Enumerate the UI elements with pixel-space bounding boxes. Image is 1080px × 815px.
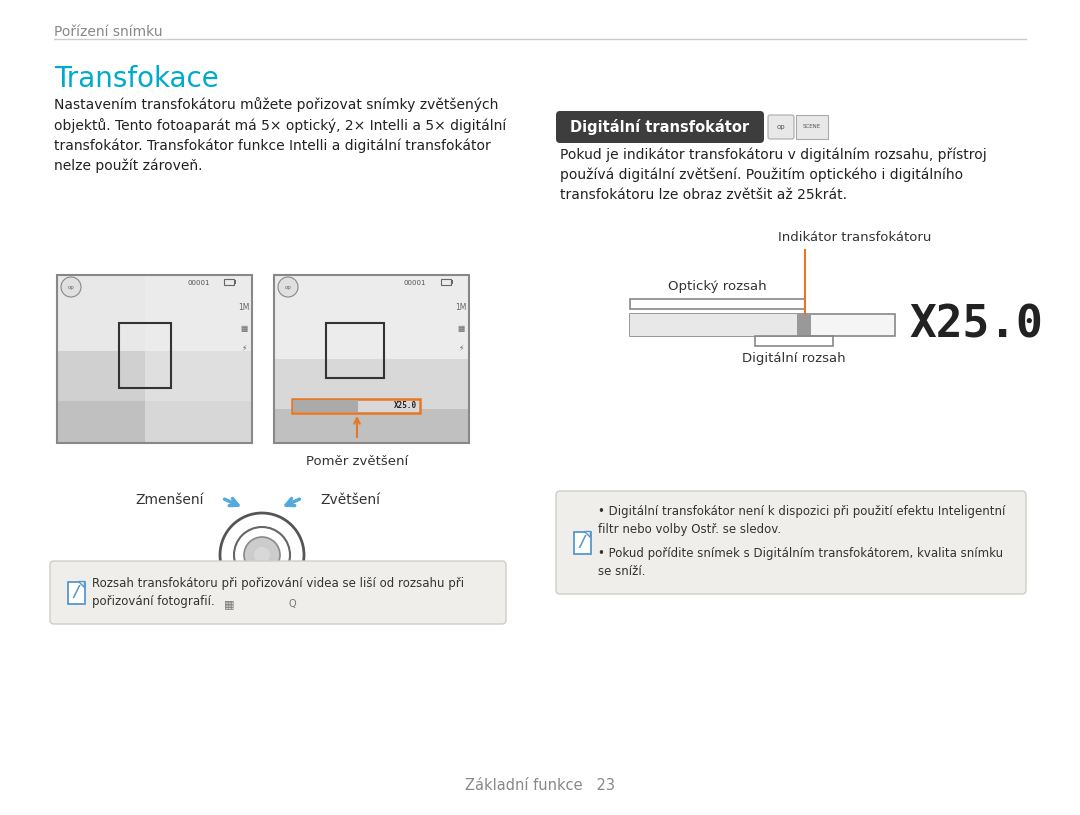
Text: ▦: ▦ xyxy=(457,324,464,333)
Bar xyxy=(234,280,237,284)
Bar xyxy=(451,280,453,284)
Bar xyxy=(145,275,252,443)
Text: SCENE: SCENE xyxy=(802,125,821,130)
Circle shape xyxy=(254,547,270,563)
Bar xyxy=(630,314,805,336)
Text: X25.0: X25.0 xyxy=(394,400,417,409)
Text: • Pokud pořídite snímek s Digitálním transfokátorem, kvalita snímku
se sníží.: • Pokud pořídite snímek s Digitálním tra… xyxy=(598,547,1003,578)
Text: Nastavením transfokátoru můžete pořizovat snímky zvětšených
objektů. Tento fotoa: Nastavením transfokátoru můžete pořizova… xyxy=(54,97,507,174)
Text: 00001: 00001 xyxy=(404,280,427,286)
FancyBboxPatch shape xyxy=(768,115,794,139)
Text: Pokud je indikátor transfokátoru v digitálním rozsahu, přístroj
používá digitáln: Pokud je indikátor transfokátoru v digit… xyxy=(561,147,987,202)
Bar xyxy=(630,314,895,336)
Text: Základní funkce   23: Základní funkce 23 xyxy=(465,778,615,793)
Bar xyxy=(274,409,469,443)
Bar xyxy=(630,299,805,309)
FancyBboxPatch shape xyxy=(50,561,507,624)
Circle shape xyxy=(278,277,298,297)
Bar xyxy=(755,336,833,346)
Text: Zvětšení: Zvětšení xyxy=(320,493,380,507)
Bar xyxy=(274,275,469,359)
Bar xyxy=(224,279,234,285)
Text: Digitální transfokátor: Digitální transfokátor xyxy=(570,119,750,135)
Text: Transfokace: Transfokace xyxy=(54,65,219,93)
Text: ⚡: ⚡ xyxy=(241,343,246,353)
Bar xyxy=(441,279,451,285)
Bar xyxy=(293,400,357,412)
Bar xyxy=(797,314,811,336)
FancyBboxPatch shape xyxy=(556,491,1026,594)
Text: Zmenšení: Zmenšení xyxy=(135,493,204,507)
Text: Pořízení snímku: Pořízení snímku xyxy=(54,25,163,39)
Bar xyxy=(326,323,384,378)
Text: Rozsah transfokátoru při pořizování videa se liší od rozsahu při
pořizování foto: Rozsah transfokátoru při pořizování vide… xyxy=(93,576,464,609)
Text: ▦: ▦ xyxy=(224,599,234,609)
Text: Optický rozsah: Optický rozsah xyxy=(669,280,767,293)
Text: ⚡: ⚡ xyxy=(458,343,463,353)
Text: 1M: 1M xyxy=(239,303,249,312)
Bar xyxy=(57,350,252,401)
Text: /: / xyxy=(579,535,584,550)
Bar xyxy=(57,401,252,443)
Circle shape xyxy=(60,277,81,297)
Text: ▦: ▦ xyxy=(241,324,247,333)
Text: 1M: 1M xyxy=(456,303,467,312)
Polygon shape xyxy=(79,581,84,588)
Text: op: op xyxy=(284,284,292,289)
Text: op: op xyxy=(777,124,785,130)
Bar xyxy=(57,275,252,443)
Bar xyxy=(274,359,469,409)
Text: op: op xyxy=(68,284,75,289)
Text: Q: Q xyxy=(288,599,296,609)
Circle shape xyxy=(244,537,280,573)
Bar xyxy=(274,275,469,443)
Bar xyxy=(119,323,171,388)
Polygon shape xyxy=(584,531,591,538)
Text: Digitální rozsah: Digitální rozsah xyxy=(742,352,846,365)
Text: 00001: 00001 xyxy=(187,280,210,286)
Text: Poměr zvětšení: Poměr zvětšení xyxy=(306,455,408,468)
Bar xyxy=(57,275,252,350)
Text: /: / xyxy=(73,585,79,600)
FancyBboxPatch shape xyxy=(796,115,828,139)
FancyBboxPatch shape xyxy=(556,111,764,143)
Text: • Digitální transfokátor není k dispozici při použití efektu Inteligentní
filtr : • Digitální transfokátor není k dispozic… xyxy=(598,505,1005,536)
Bar xyxy=(67,581,84,603)
FancyBboxPatch shape xyxy=(292,399,420,413)
Bar xyxy=(573,531,591,553)
Text: Indikátor transfokátoru: Indikátor transfokátoru xyxy=(779,231,932,244)
Text: X25.0: X25.0 xyxy=(909,303,1043,346)
